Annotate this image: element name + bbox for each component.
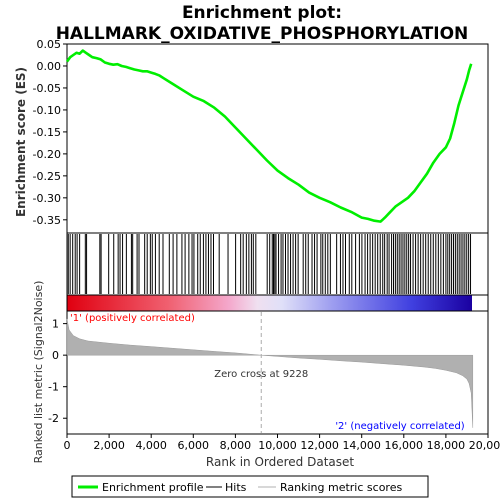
enrichment-y-tick-label: -0.05 [33, 82, 61, 95]
metric-y-tick-label: 0 [52, 349, 59, 362]
enrichment-y-tick-label: -0.15 [33, 126, 61, 139]
hits-panel-frame [67, 233, 488, 295]
zero-cross-label: Zero cross at 9228 [214, 369, 308, 380]
legend: Enrichment profile Hits Ranking metric s… [72, 476, 428, 497]
enrichment-y-tick-label: -0.20 [33, 148, 61, 161]
x-tick-label: 12,000 [300, 439, 339, 452]
x-tick-label: 10,000 [258, 439, 297, 452]
negative-correlation-label: '2' (negatively correlated) [335, 421, 464, 432]
x-axis-label: Rank in Ordered Dataset [206, 455, 354, 469]
enrichment-panel: 0.05 0.00 -0.05 -0.10 -0.15 -0.20 -0.25 -0.30 -0… [14, 38, 488, 233]
x-tick-label: 20,000 [469, 439, 500, 452]
enrichment-y-tick-label: -0.25 [33, 170, 61, 183]
hits-panel [67, 233, 488, 295]
metric-y-tick-label: -1 [48, 381, 59, 394]
hit-lines [68, 234, 470, 294]
x-tick-label: 0 [64, 439, 71, 452]
enrichment-y-tick-label: 0.00 [37, 60, 62, 73]
rank-color-bar [67, 295, 472, 311]
rank-bar-panel [67, 295, 488, 311]
legend-label-hits: Hits [225, 481, 247, 494]
x-tick-label: 8,000 [220, 439, 252, 452]
chart-title-line-1: Enrichment plot: [182, 3, 342, 23]
x-tick-label: 4,000 [135, 439, 167, 452]
x-tick-label: 6,000 [178, 439, 210, 452]
enrichment-y-axis-label: Enrichment score (ES) [14, 67, 28, 217]
metric-y-axis-label: Ranked list metric (Signal2Noise) [32, 281, 45, 464]
positive-correlation-label: '1' (positively correlated) [70, 313, 195, 324]
x-tick-label: 2,000 [93, 439, 125, 452]
metric-y-ticks: 1 0 -1 -2 [48, 318, 67, 426]
metric-y-tick-label: 1 [52, 318, 59, 331]
chart-title-line-2: HALLMARK_OXIDATIVE_PHOSPHORYLATION [56, 24, 469, 44]
enrichment-y-tick-label: -0.10 [33, 104, 61, 117]
enrichment-profile-line [67, 51, 471, 222]
enrichment-y-tick-label: -0.30 [33, 192, 61, 205]
enrichment-y-tick-label: 0.05 [37, 38, 62, 51]
enrichment-y-tick-label: -0.35 [33, 214, 61, 227]
enrichment-y-ticks: 0.05 0.00 -0.05 -0.10 -0.15 -0.20 -0.25 -0.30 -0… [33, 38, 67, 227]
x-tick-label: 16,000 [385, 439, 424, 452]
x-tick-label: 18,000 [427, 439, 466, 452]
metric-y-tick-label: -2 [48, 412, 59, 425]
x-tick-label: 14,000 [342, 439, 381, 452]
legend-label-enrichment-profile: Enrichment profile [102, 481, 204, 494]
legend-label-ranking-metric: Ranking metric scores [280, 481, 402, 494]
enrichment-panel-frame [67, 44, 488, 233]
